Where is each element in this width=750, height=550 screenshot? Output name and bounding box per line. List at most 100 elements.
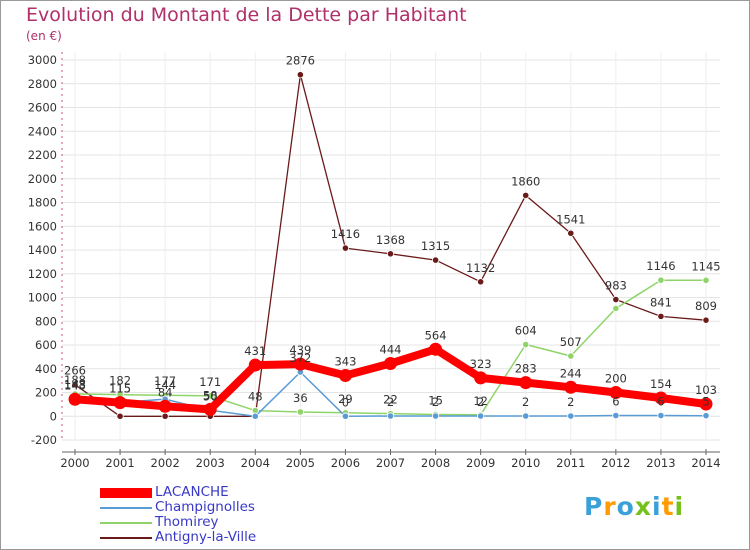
data-label-thomirey: 1145 [691, 259, 720, 273]
data-point-lacanche [654, 391, 668, 405]
data-point-antigny-la-ville [657, 312, 665, 320]
y-tick-label: 1000 [28, 291, 57, 305]
legend-label: Antigny-la-Ville [155, 529, 257, 545]
y-tick-label: -200 [31, 433, 57, 447]
legend-swatch [100, 507, 152, 509]
data-point-lacanche [564, 380, 578, 394]
data-label-antigny-la-ville: 1416 [331, 227, 360, 241]
data-point-lacanche [158, 399, 172, 413]
data-label-thomirey: 22 [383, 393, 398, 407]
data-point-thomirey [657, 276, 665, 284]
data-label-thomirey: 177 [154, 374, 176, 388]
data-point-champignolles [657, 411, 665, 420]
data-label-antigny-la-ville: 1315 [421, 239, 450, 253]
y-tick-label: 2600 [28, 101, 57, 115]
logo-letter: r [603, 492, 617, 521]
logo-letter: x [634, 492, 652, 521]
x-tick-label: 2012 [601, 456, 630, 470]
data-point-champignolles [341, 412, 350, 420]
data-point-antigny-la-ville [477, 278, 485, 286]
data-point-lacanche [203, 402, 217, 416]
logo-letter: o [616, 492, 635, 521]
y-tick-label: 1200 [28, 267, 57, 281]
data-label-champignolles: 144 [154, 378, 176, 392]
data-point-thomirey [612, 304, 620, 313]
data-point-antigny-la-ville [341, 244, 350, 252]
legend-swatch [100, 488, 152, 498]
data-point-lacanche [384, 357, 397, 371]
y-tick-label: 1600 [28, 219, 57, 233]
data-label-lacanche: 343 [334, 355, 356, 369]
legend-label: Champignolles [155, 499, 255, 515]
y-tick-label: 1800 [28, 196, 57, 210]
data-label-lacanche: 84 [158, 385, 173, 399]
x-tick-label: 2014 [691, 456, 720, 470]
y-tick-label: 0 [50, 409, 57, 423]
data-label-lacanche: 200 [605, 372, 627, 386]
data-point-champignolles [612, 411, 620, 420]
y-tick-label: 2000 [28, 172, 57, 186]
data-label-lacanche: 283 [515, 362, 537, 376]
data-label-thomirey: 604 [515, 324, 537, 338]
data-label-thomirey: 36 [293, 391, 308, 405]
data-label-champignolles: 5 [702, 395, 709, 409]
data-point-lacanche [293, 357, 307, 371]
unit-label: (en €) [26, 29, 62, 43]
data-label-antigny-la-ville: 1368 [376, 233, 405, 247]
y-tick-label: 400 [35, 362, 57, 376]
logo-letter: t [661, 492, 675, 521]
data-label-lacanche: 564 [425, 328, 447, 342]
chart-title: Evolution du Montant de la Dette par Hab… [26, 4, 467, 26]
data-label-thomirey: 507 [560, 335, 582, 349]
data-point-antigny-la-ville [702, 316, 710, 324]
data-point-lacanche [68, 392, 82, 406]
data-point-thomirey [567, 352, 575, 360]
data-label-antigny-la-ville: 983 [605, 279, 627, 293]
data-point-lacanche [474, 371, 488, 385]
data-label-champignolles: 2 [567, 395, 574, 409]
data-label-champignolles: 372 [289, 351, 311, 365]
y-tick-label: 3000 [28, 53, 57, 67]
x-tick-label: 2001 [105, 456, 134, 470]
data-point-antigny-la-ville [567, 229, 575, 237]
data-label-lacanche: 439 [289, 343, 311, 357]
data-label-lacanche: 431 [244, 344, 266, 358]
data-label-antigny-la-ville: 266 [64, 364, 86, 378]
data-point-lacanche [338, 369, 352, 383]
logo-letter: P [584, 492, 604, 521]
data-point-champignolles [567, 412, 575, 420]
data-point-thomirey [702, 276, 710, 284]
data-label-thomirey: 1146 [646, 259, 675, 273]
x-tick-label: 2009 [466, 456, 495, 470]
data-label-lacanche: 444 [380, 343, 402, 357]
data-point-champignolles [431, 412, 440, 420]
data-label-lacanche: 154 [650, 377, 672, 391]
x-tick-label: 2011 [556, 456, 585, 470]
data-point-lacanche [429, 342, 443, 356]
data-point-lacanche [699, 397, 713, 411]
y-tick-label: 2800 [28, 77, 57, 91]
data-label-thomirey: 188 [64, 373, 86, 387]
data-label-lacanche: 143 [64, 378, 86, 392]
data-label-antigny-la-ville: 1860 [511, 174, 540, 188]
data-point-lacanche [519, 376, 533, 390]
data-label-lacanche: 115 [109, 382, 131, 396]
x-tick-label: 2013 [646, 456, 675, 470]
x-tick-label: 2002 [151, 456, 180, 470]
data-point-antigny-la-ville [296, 71, 304, 79]
data-point-antigny-la-ville [522, 191, 530, 199]
data-label-thomirey: 182 [109, 374, 131, 388]
data-point-antigny-la-ville [116, 412, 124, 420]
data-label-antigny-la-ville: 809 [695, 299, 717, 313]
y-tick-label: 800 [35, 314, 57, 328]
data-label-thomirey: 15 [428, 393, 443, 407]
data-label-champignolles: 6 [657, 395, 664, 409]
x-tick-label: 2006 [331, 456, 360, 470]
data-label-lacanche: 103 [695, 383, 717, 397]
data-label-thomirey: 29 [338, 392, 353, 406]
data-point-antigny-la-ville [71, 381, 79, 389]
data-label-champignolles: 0 [342, 395, 349, 409]
x-tick-label: 2010 [511, 456, 540, 470]
legend-label: LACANCHE [155, 484, 229, 500]
